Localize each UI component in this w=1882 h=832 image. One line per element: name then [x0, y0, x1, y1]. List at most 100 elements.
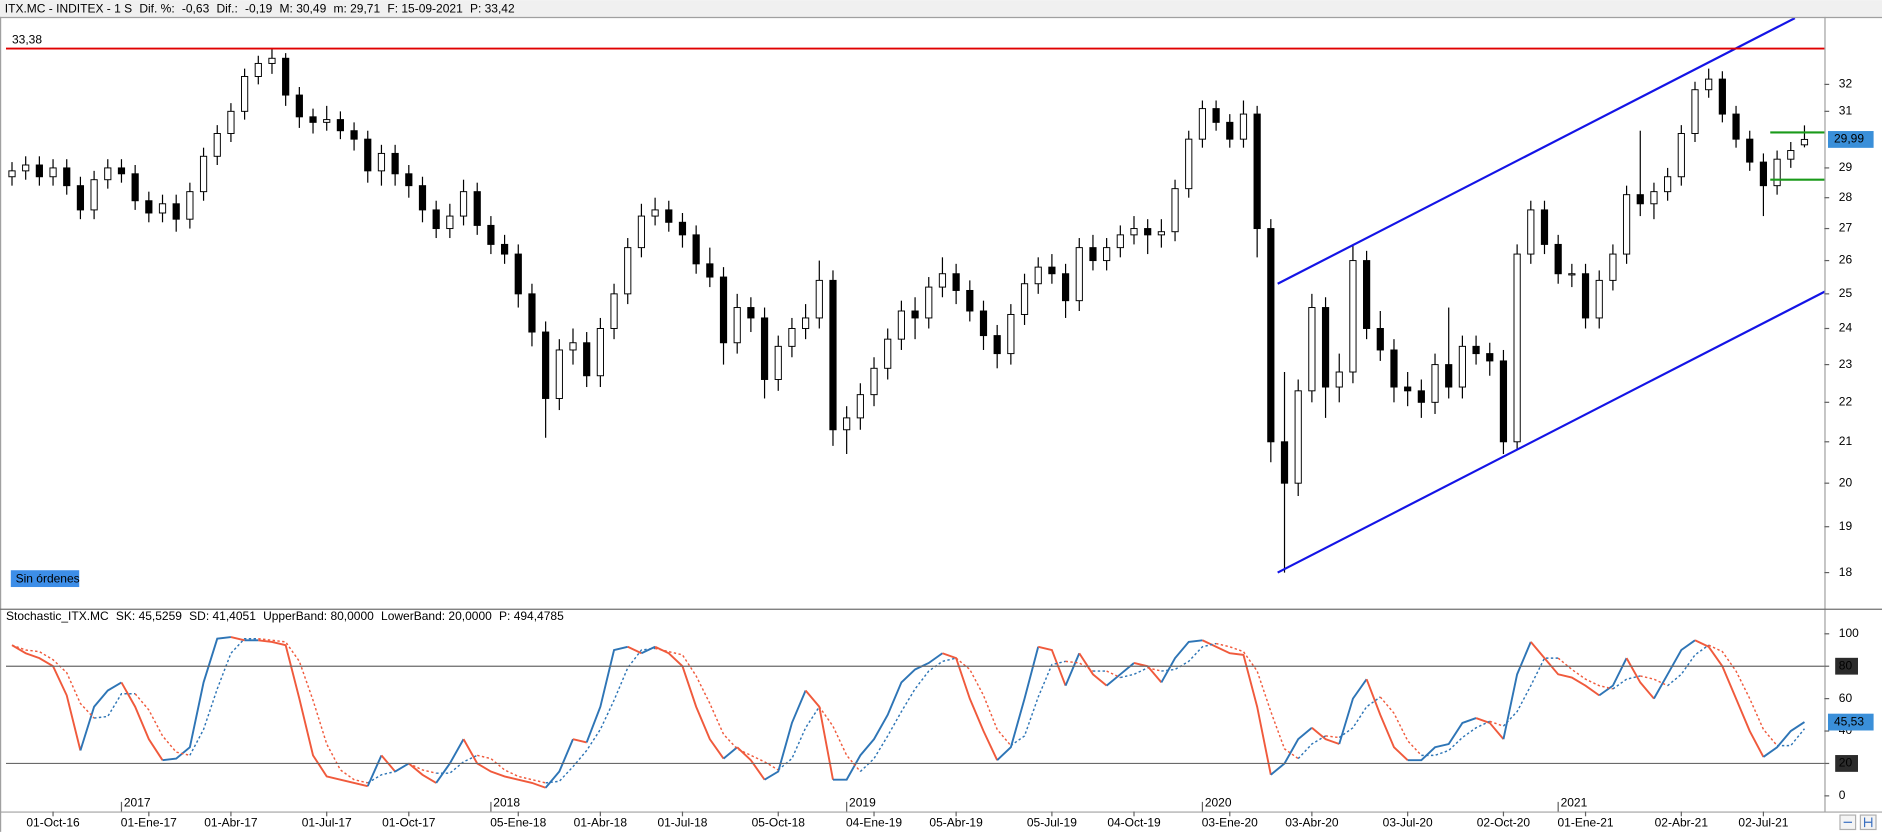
candle-body — [1198, 108, 1207, 140]
candle-body — [665, 209, 673, 223]
candle-body — [1705, 78, 1713, 91]
candle-body — [1075, 247, 1083, 302]
title-part: -0,63 — [182, 1, 210, 15]
orders-button[interactable] — [10, 570, 80, 588]
icon-glyph — [1863, 817, 1873, 828]
stochastic-line — [722, 746, 738, 760]
candle-body — [747, 307, 755, 319]
price-plot — [8, 18, 1825, 574]
candle-body — [1020, 283, 1029, 315]
candle-body — [911, 310, 919, 319]
stochastic-line — [859, 657, 957, 773]
candle-body — [500, 243, 509, 255]
stochastic-line — [436, 754, 478, 774]
candle-body — [1226, 121, 1234, 140]
stochastic-line — [11, 644, 82, 751]
stochastic-line — [1338, 678, 1368, 745]
x-tick-label: 05-Jul-19 — [1027, 816, 1077, 830]
candle-body — [678, 221, 687, 236]
candle-body — [1267, 228, 1275, 443]
candle-body — [1732, 113, 1740, 140]
candle-body — [1007, 313, 1015, 355]
candle-body — [596, 328, 604, 377]
title-part: P: 494,4785 — [499, 609, 564, 623]
candle-body — [35, 164, 43, 178]
candle-body — [459, 191, 468, 217]
y-tick-label: 27 — [1839, 221, 1853, 235]
stochastic-line — [641, 645, 656, 655]
year-label: 2017 — [124, 795, 151, 809]
candle-body — [8, 170, 16, 178]
last-value-box — [1827, 713, 1874, 731]
candle-body — [569, 342, 577, 351]
y-tick-label: 80 — [1839, 658, 1853, 672]
last-price-label: 29,99 — [1834, 132, 1864, 146]
stochastic-line — [1653, 639, 1696, 700]
stochastic-line — [1338, 696, 1381, 739]
candle-body — [637, 215, 646, 249]
trend-line — [1277, 18, 1796, 285]
stochastic-line — [1010, 660, 1066, 747]
title-part: -0,19 — [245, 1, 273, 15]
y-tick-label: 100 — [1839, 626, 1859, 640]
stochastic-line — [1708, 644, 1778, 747]
candle-body — [1554, 243, 1562, 275]
candle-body — [1363, 260, 1371, 329]
candle-body — [843, 417, 851, 431]
stochastic-line — [258, 639, 368, 788]
stochastic-line — [1667, 644, 1710, 687]
candle-body — [104, 167, 112, 181]
candle-body — [418, 185, 427, 211]
candle-body — [22, 164, 30, 172]
stochastic-line — [1379, 696, 1422, 756]
candle-body — [1773, 158, 1781, 187]
candle-body — [90, 179, 98, 211]
candle-body — [774, 345, 782, 380]
stochastic-line — [736, 746, 766, 781]
candle-body — [870, 367, 878, 396]
candle-body — [583, 342, 591, 377]
stochastic-line — [1064, 652, 1081, 687]
title-part: SK: 45,5259 — [116, 609, 182, 623]
candle-body — [719, 276, 728, 344]
band-tick-box — [1835, 657, 1858, 675]
stochastic-line — [1078, 652, 1108, 687]
candle-body — [268, 57, 276, 64]
stochastic-line — [366, 754, 383, 787]
title-part: m: 29,71 — [333, 1, 380, 15]
x-tick-label: 01-Abr-17 — [204, 816, 258, 830]
title-part: ITX.MC - INDITEX - 1 S — [5, 1, 132, 15]
candle-body — [1171, 188, 1179, 233]
stochastic-line — [942, 652, 999, 761]
candle-body — [158, 203, 167, 214]
last-price-box — [1827, 131, 1874, 148]
candle-body — [1486, 353, 1494, 362]
stochastic-line — [627, 645, 642, 655]
stochastic-line — [1147, 667, 1162, 672]
stochastic-line — [79, 681, 122, 751]
x-tick-label: 01-Abr-18 — [574, 816, 628, 830]
candle-body — [979, 310, 988, 337]
candle-body — [199, 155, 208, 193]
candle-body — [117, 167, 126, 175]
header-bar — [0, 0, 1882, 17]
candle-body — [1527, 209, 1535, 255]
candle-body — [925, 286, 933, 319]
candle-body — [1417, 390, 1425, 403]
candle-body — [1212, 108, 1220, 123]
candle-body — [952, 273, 960, 291]
x-tick-label: 05-Abr-19 — [929, 816, 983, 830]
candle-body — [1061, 273, 1070, 302]
candle-body — [323, 119, 331, 123]
orders-button-label: Sin órdenes — [16, 571, 80, 585]
stochastic-line — [1421, 720, 1491, 757]
stochastic-line — [544, 738, 574, 789]
candle-body — [966, 289, 974, 312]
x-tick-label: 02-Oct-20 — [1477, 816, 1531, 830]
candle-body — [131, 173, 139, 202]
stochastic-line — [1407, 717, 1477, 762]
candle-body — [309, 116, 317, 123]
candle-body — [1048, 266, 1056, 275]
stochastic-line — [1475, 717, 1505, 740]
